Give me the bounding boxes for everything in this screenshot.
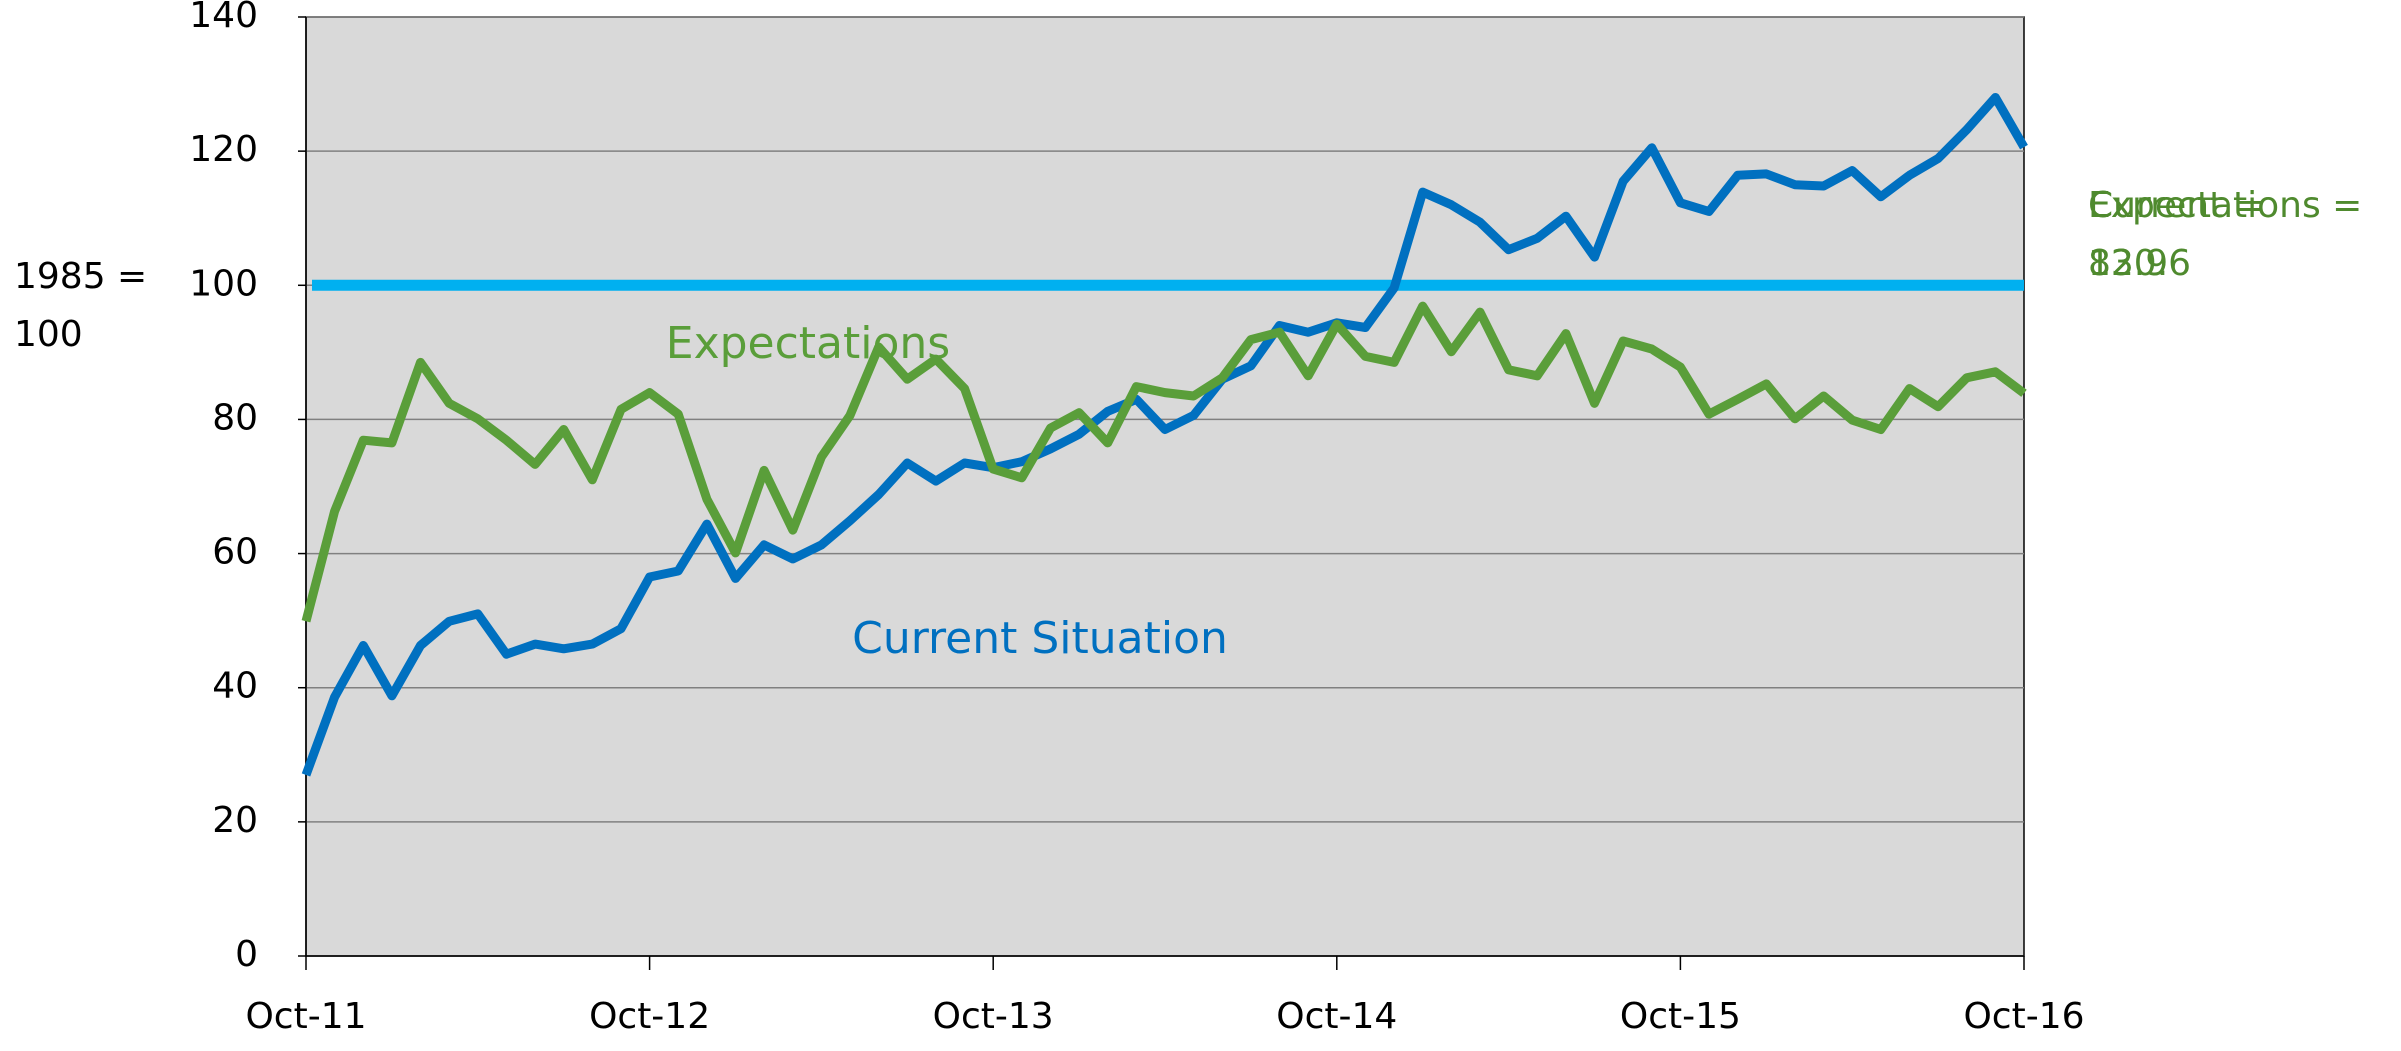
y-tick-label: 60	[212, 532, 258, 573]
y-tick-label: 140	[189, 0, 258, 36]
plot-area	[305, 16, 2025, 957]
y-tick-label: 100	[189, 263, 258, 304]
series-line	[301, 93, 2028, 777]
annotation: Current = 120.6	[2088, 185, 2265, 284]
annotation: Expectations = 83.9	[2088, 185, 2363, 284]
y-tick-label: 0	[235, 934, 258, 975]
y-tick-label: 80	[212, 397, 258, 438]
series-label: Current Situation	[852, 613, 1228, 664]
y-tick-label: 20	[212, 800, 258, 841]
x-tick-label: Oct-14	[1276, 996, 1397, 1037]
x-tick-label: Oct-16	[1963, 996, 2084, 1037]
y-tick-label: 40	[212, 666, 258, 707]
x-tick-label: Oct-11	[245, 996, 366, 1037]
y-axis-label: 1985 = 100	[14, 256, 148, 355]
y-tick-label: 120	[189, 129, 258, 170]
series-label: Expectations	[666, 318, 950, 369]
x-tick-label: Oct-12	[589, 996, 710, 1037]
x-tick-label: Oct-15	[1620, 996, 1741, 1037]
x-tick-label: Oct-13	[933, 996, 1054, 1037]
series-line	[301, 301, 2027, 623]
